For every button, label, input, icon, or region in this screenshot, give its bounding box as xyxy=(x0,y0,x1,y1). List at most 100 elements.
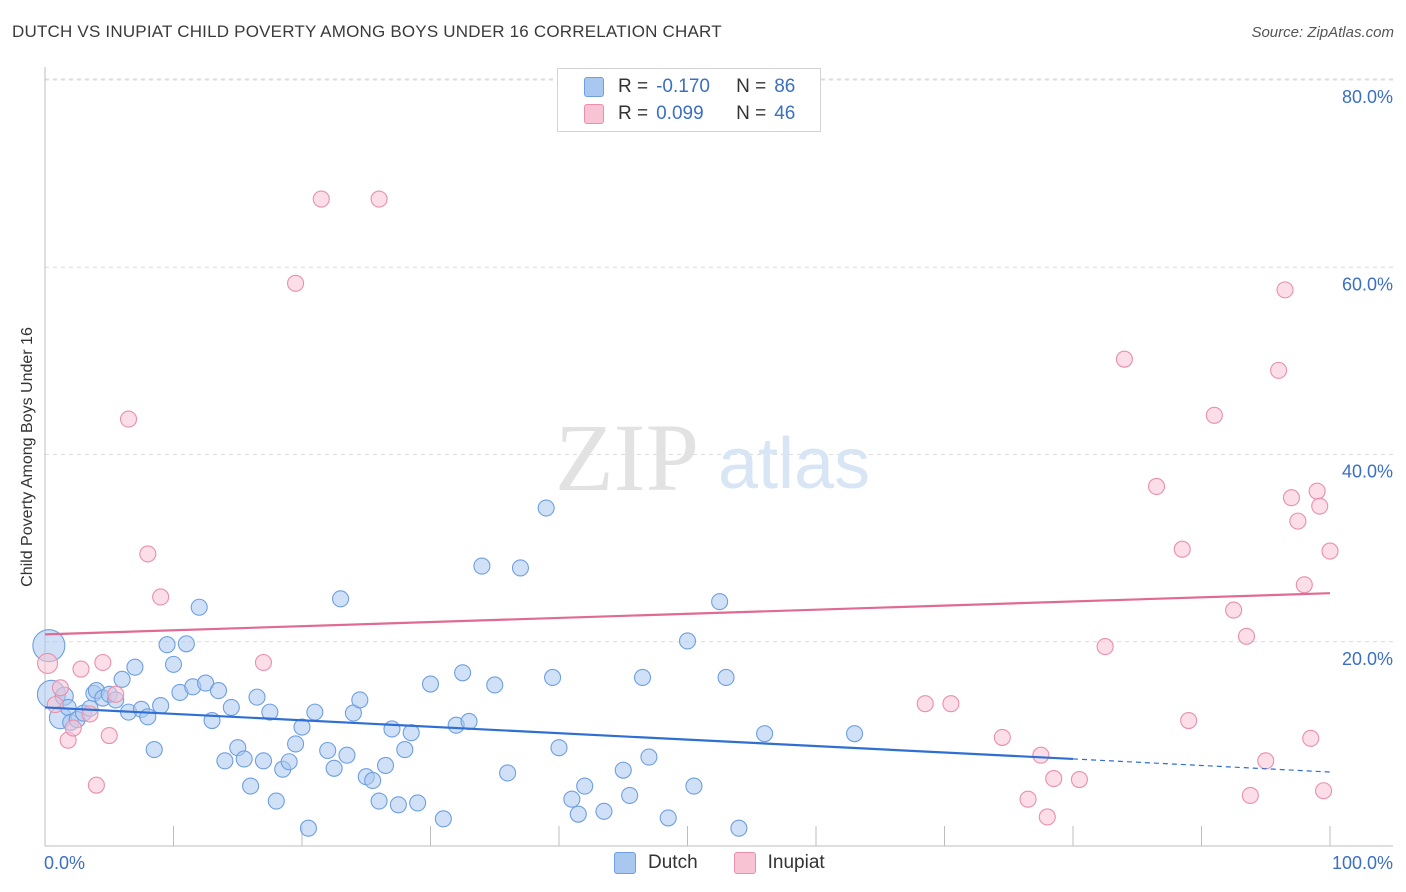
correlation-legend: R = -0.170 N = 86 R = 0.099 N = 46 xyxy=(557,68,821,132)
series-legend: Dutch Inupiat xyxy=(614,852,861,874)
dutch-point xyxy=(511,559,530,577)
dutch-point xyxy=(396,741,414,759)
dutch-point xyxy=(164,655,183,673)
dutch-point xyxy=(261,703,279,721)
inupiat-point xyxy=(1282,489,1300,507)
inupiat-point xyxy=(1115,350,1133,368)
dutch-point xyxy=(730,819,748,837)
dutch-point xyxy=(216,752,234,770)
inupiat-point xyxy=(152,588,170,606)
legend-label: Dutch xyxy=(648,852,698,873)
dutch-point xyxy=(190,598,208,616)
y-tick-label: 80.0% xyxy=(1342,87,1393,107)
dutch-point xyxy=(659,809,677,827)
dutch-point xyxy=(576,777,594,795)
inupiat-point xyxy=(119,410,138,428)
x-tick-label: 100.0% xyxy=(1332,853,1393,873)
dutch-point xyxy=(499,764,517,782)
source-label: Source: ZipAtlas.com xyxy=(1251,24,1394,41)
dutch-point xyxy=(544,668,562,687)
inupiat-point xyxy=(1270,361,1288,379)
inupiat-point xyxy=(51,679,69,697)
dutch-point xyxy=(325,759,343,777)
dutch-point xyxy=(338,746,356,764)
dutch-point xyxy=(460,712,478,731)
dutch-point xyxy=(280,753,298,771)
dutch-point xyxy=(711,593,729,611)
inupiat-point xyxy=(1045,770,1063,788)
inupiat-point xyxy=(139,545,157,563)
inupiat-point xyxy=(1237,627,1256,645)
dutch-point xyxy=(152,697,170,715)
dutch-point xyxy=(267,792,285,810)
inupiat-point xyxy=(37,652,59,674)
dutch-point xyxy=(364,771,382,790)
dutch-point xyxy=(756,725,774,743)
inupiat-point xyxy=(942,695,960,713)
dutch-trend-line xyxy=(44,706,1074,761)
inupiat-point xyxy=(1276,281,1294,299)
inupiat-point xyxy=(254,653,273,672)
legend-item-dutch[interactable]: Dutch xyxy=(614,852,698,874)
dutch-point xyxy=(421,675,440,693)
inupiat-point xyxy=(1038,808,1056,826)
dutch-point xyxy=(563,790,581,808)
r-value: 0.099 xyxy=(656,103,704,124)
y-tick-label: 40.0% xyxy=(1342,462,1393,482)
r-label: R = xyxy=(618,103,649,124)
legend-label: Inupiat xyxy=(767,852,825,873)
inupiat-point xyxy=(1070,770,1088,789)
watermark-atlas: atlas xyxy=(718,424,870,504)
dutch-point xyxy=(113,670,131,688)
dutch-point xyxy=(287,735,305,753)
inupiat-point xyxy=(312,190,330,208)
dutch-point xyxy=(248,688,266,706)
inupiat-trend-line xyxy=(44,592,1331,636)
inupiat-point xyxy=(1257,752,1275,770)
inupiat-point xyxy=(1311,497,1329,515)
inupiat-point xyxy=(1241,786,1259,804)
dutch-point xyxy=(389,796,407,814)
dutch-point xyxy=(376,756,395,775)
dutch-point xyxy=(473,557,491,575)
dutch-point xyxy=(621,786,639,804)
inupiat-point xyxy=(87,776,105,794)
dutch-point xyxy=(197,674,215,692)
inupiat-swatch xyxy=(733,852,756,874)
inupiat-point xyxy=(993,728,1011,746)
dutch-point xyxy=(685,777,703,795)
legend-row-inupiat: R = 0.099 N = 46 xyxy=(584,103,795,125)
dutch-point xyxy=(614,761,632,779)
dutch-point xyxy=(209,682,228,700)
dutch-point xyxy=(351,691,369,709)
legend-item-inupiat[interactable]: Inupiat xyxy=(733,852,825,874)
dutch-swatch xyxy=(584,77,604,97)
dutch-point xyxy=(633,668,652,687)
inupiat-point xyxy=(1295,576,1313,594)
dutch-point xyxy=(158,636,176,654)
dutch-point xyxy=(537,499,555,517)
dutch-point xyxy=(242,777,260,795)
inupiat-point xyxy=(100,726,118,745)
inupiat-point xyxy=(72,660,90,678)
dutch-point xyxy=(454,664,472,682)
legend-row-dutch: R = -0.170 N = 86 xyxy=(584,76,795,98)
dutch-point xyxy=(569,805,587,823)
n-label: N = xyxy=(736,76,767,97)
dutch-point xyxy=(486,676,504,694)
dutch-point xyxy=(717,668,735,687)
y-tick-label: 60.0% xyxy=(1342,274,1393,294)
inupiat-swatch xyxy=(584,104,604,124)
inupiat-point xyxy=(107,685,125,703)
r-label: R = xyxy=(618,76,649,97)
inupiat-point xyxy=(94,653,112,672)
dutch-point xyxy=(550,739,568,757)
dutch-point xyxy=(222,698,240,716)
dutch-point xyxy=(678,632,697,650)
inupiat-point xyxy=(1173,540,1191,558)
dutch-point xyxy=(331,590,350,608)
inupiat-point xyxy=(1205,406,1223,424)
inupiat-point xyxy=(1147,477,1166,496)
dutch-point xyxy=(306,703,324,721)
